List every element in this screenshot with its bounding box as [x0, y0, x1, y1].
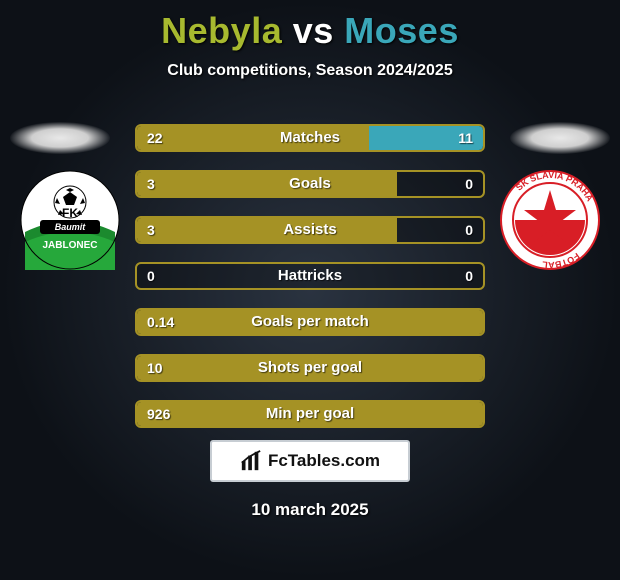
stat-label: Min per goal — [137, 402, 483, 426]
player2-name: Moses — [344, 10, 459, 51]
player1-name: Nebyla — [161, 10, 282, 51]
spotlight-left — [10, 122, 110, 154]
stat-label: Assists — [137, 218, 483, 242]
stat-label: Goals — [137, 172, 483, 196]
stat-row: 30Assists — [135, 216, 485, 244]
svg-text:FK: FK — [62, 206, 78, 220]
club-badge-slavia: SK SLAVIA PRAHA FOTBAL — [500, 170, 600, 270]
spotlight-right — [510, 122, 610, 154]
stat-label: Shots per goal — [137, 356, 483, 380]
bars-icon — [240, 450, 262, 472]
stat-row: 0.14Goals per match — [135, 308, 485, 336]
stat-label: Goals per match — [137, 310, 483, 334]
stat-row: 2211Matches — [135, 124, 485, 152]
stat-label: Matches — [137, 126, 483, 150]
stat-label: Hattricks — [137, 264, 483, 288]
date-text: 10 march 2025 — [0, 500, 620, 520]
brand-text: FcTables.com — [268, 451, 380, 471]
stat-row: 10Shots per goal — [135, 354, 485, 382]
fctables-brand[interactable]: FcTables.com — [210, 440, 410, 482]
vs-text: vs — [293, 10, 334, 51]
stat-bars: 2211Matches 30Goals 30Assists 00Hattricks 0.… — [135, 124, 485, 446]
comparison-title: Nebyla vs Moses — [0, 0, 620, 52]
svg-text:Baumit: Baumit — [55, 222, 87, 232]
svg-text:JABLONEC: JABLONEC — [42, 240, 97, 251]
stat-row: 30Goals — [135, 170, 485, 198]
club-badge-jablonec: FK Baumit JABLONEC — [20, 170, 120, 270]
stat-row: 00Hattricks — [135, 262, 485, 290]
stat-row: 926Min per goal — [135, 400, 485, 428]
subtitle: Club competitions, Season 2024/2025 — [0, 62, 620, 80]
